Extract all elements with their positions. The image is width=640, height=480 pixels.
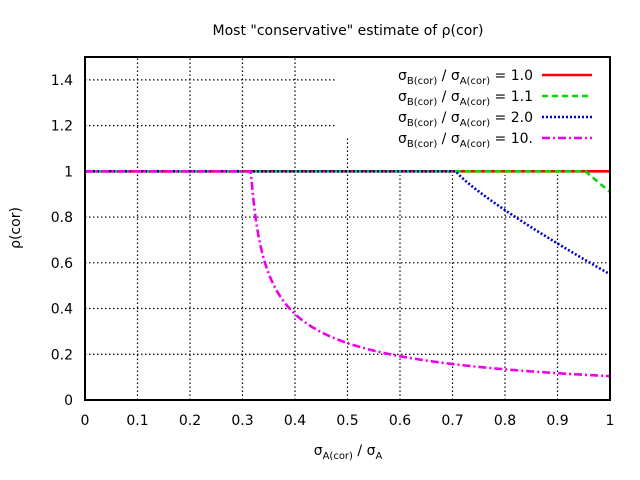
y-tick-label: 0.6 [51, 256, 73, 272]
legend-label: σB(cor) / σA(cor) = 1.1 [398, 89, 533, 108]
x-tick-label: 0.4 [284, 413, 306, 429]
x-tick-label: 0.7 [441, 413, 463, 429]
series-line-1-1 [85, 170, 611, 193]
chart-title: Most "conservative" estimate of ρ(cor) [213, 23, 484, 39]
legend-label: σB(cor) / σA(cor) = 10. [398, 131, 533, 150]
x-tick-label: 0.6 [389, 413, 411, 429]
legend-label: σB(cor) / σA(cor) = 2.0 [398, 110, 533, 129]
y-tick-label: 0.4 [51, 302, 73, 318]
y-tick-label: 0.8 [51, 210, 73, 226]
x-tick-label: 0 [81, 413, 90, 429]
x-tick-label: 0.2 [179, 413, 201, 429]
y-tick-label: 0.2 [51, 347, 73, 363]
series-lines [85, 170, 611, 378]
legend-label: σB(cor) / σA(cor) = 1.0 [398, 68, 533, 87]
x-tick-label: 0.3 [231, 413, 253, 429]
series-line-10- [85, 170, 611, 378]
x-tick-label: 1 [606, 413, 615, 429]
x-tick-label: 0.5 [336, 413, 358, 429]
y-axis-label: ρ(cor) [8, 207, 24, 249]
y-tick-label: 0 [64, 393, 73, 409]
y-tick-label: 1 [64, 164, 73, 180]
y-axis-ticks: 0 0.2 0.4 0.6 0.8 1 1.2 1.4 [51, 73, 73, 409]
x-axis-ticks: 0 0.1 0.2 0.3 0.4 0.5 0.6 0.7 0.8 0.9 1 [81, 413, 615, 429]
x-tick-label: 0.8 [494, 413, 516, 429]
legend: σB(cor) / σA(cor) = 1.0 σB(cor) / σA(cor)… [398, 68, 592, 150]
x-tick-label: 0.1 [126, 413, 148, 429]
plot-frame [84, 56, 611, 401]
y-tick-label: 1.4 [51, 73, 73, 89]
x-tick-label: 0.9 [546, 413, 568, 429]
x-axis-label: σA(cor) / σA [314, 443, 383, 462]
y-tick-label: 1.2 [51, 119, 73, 135]
